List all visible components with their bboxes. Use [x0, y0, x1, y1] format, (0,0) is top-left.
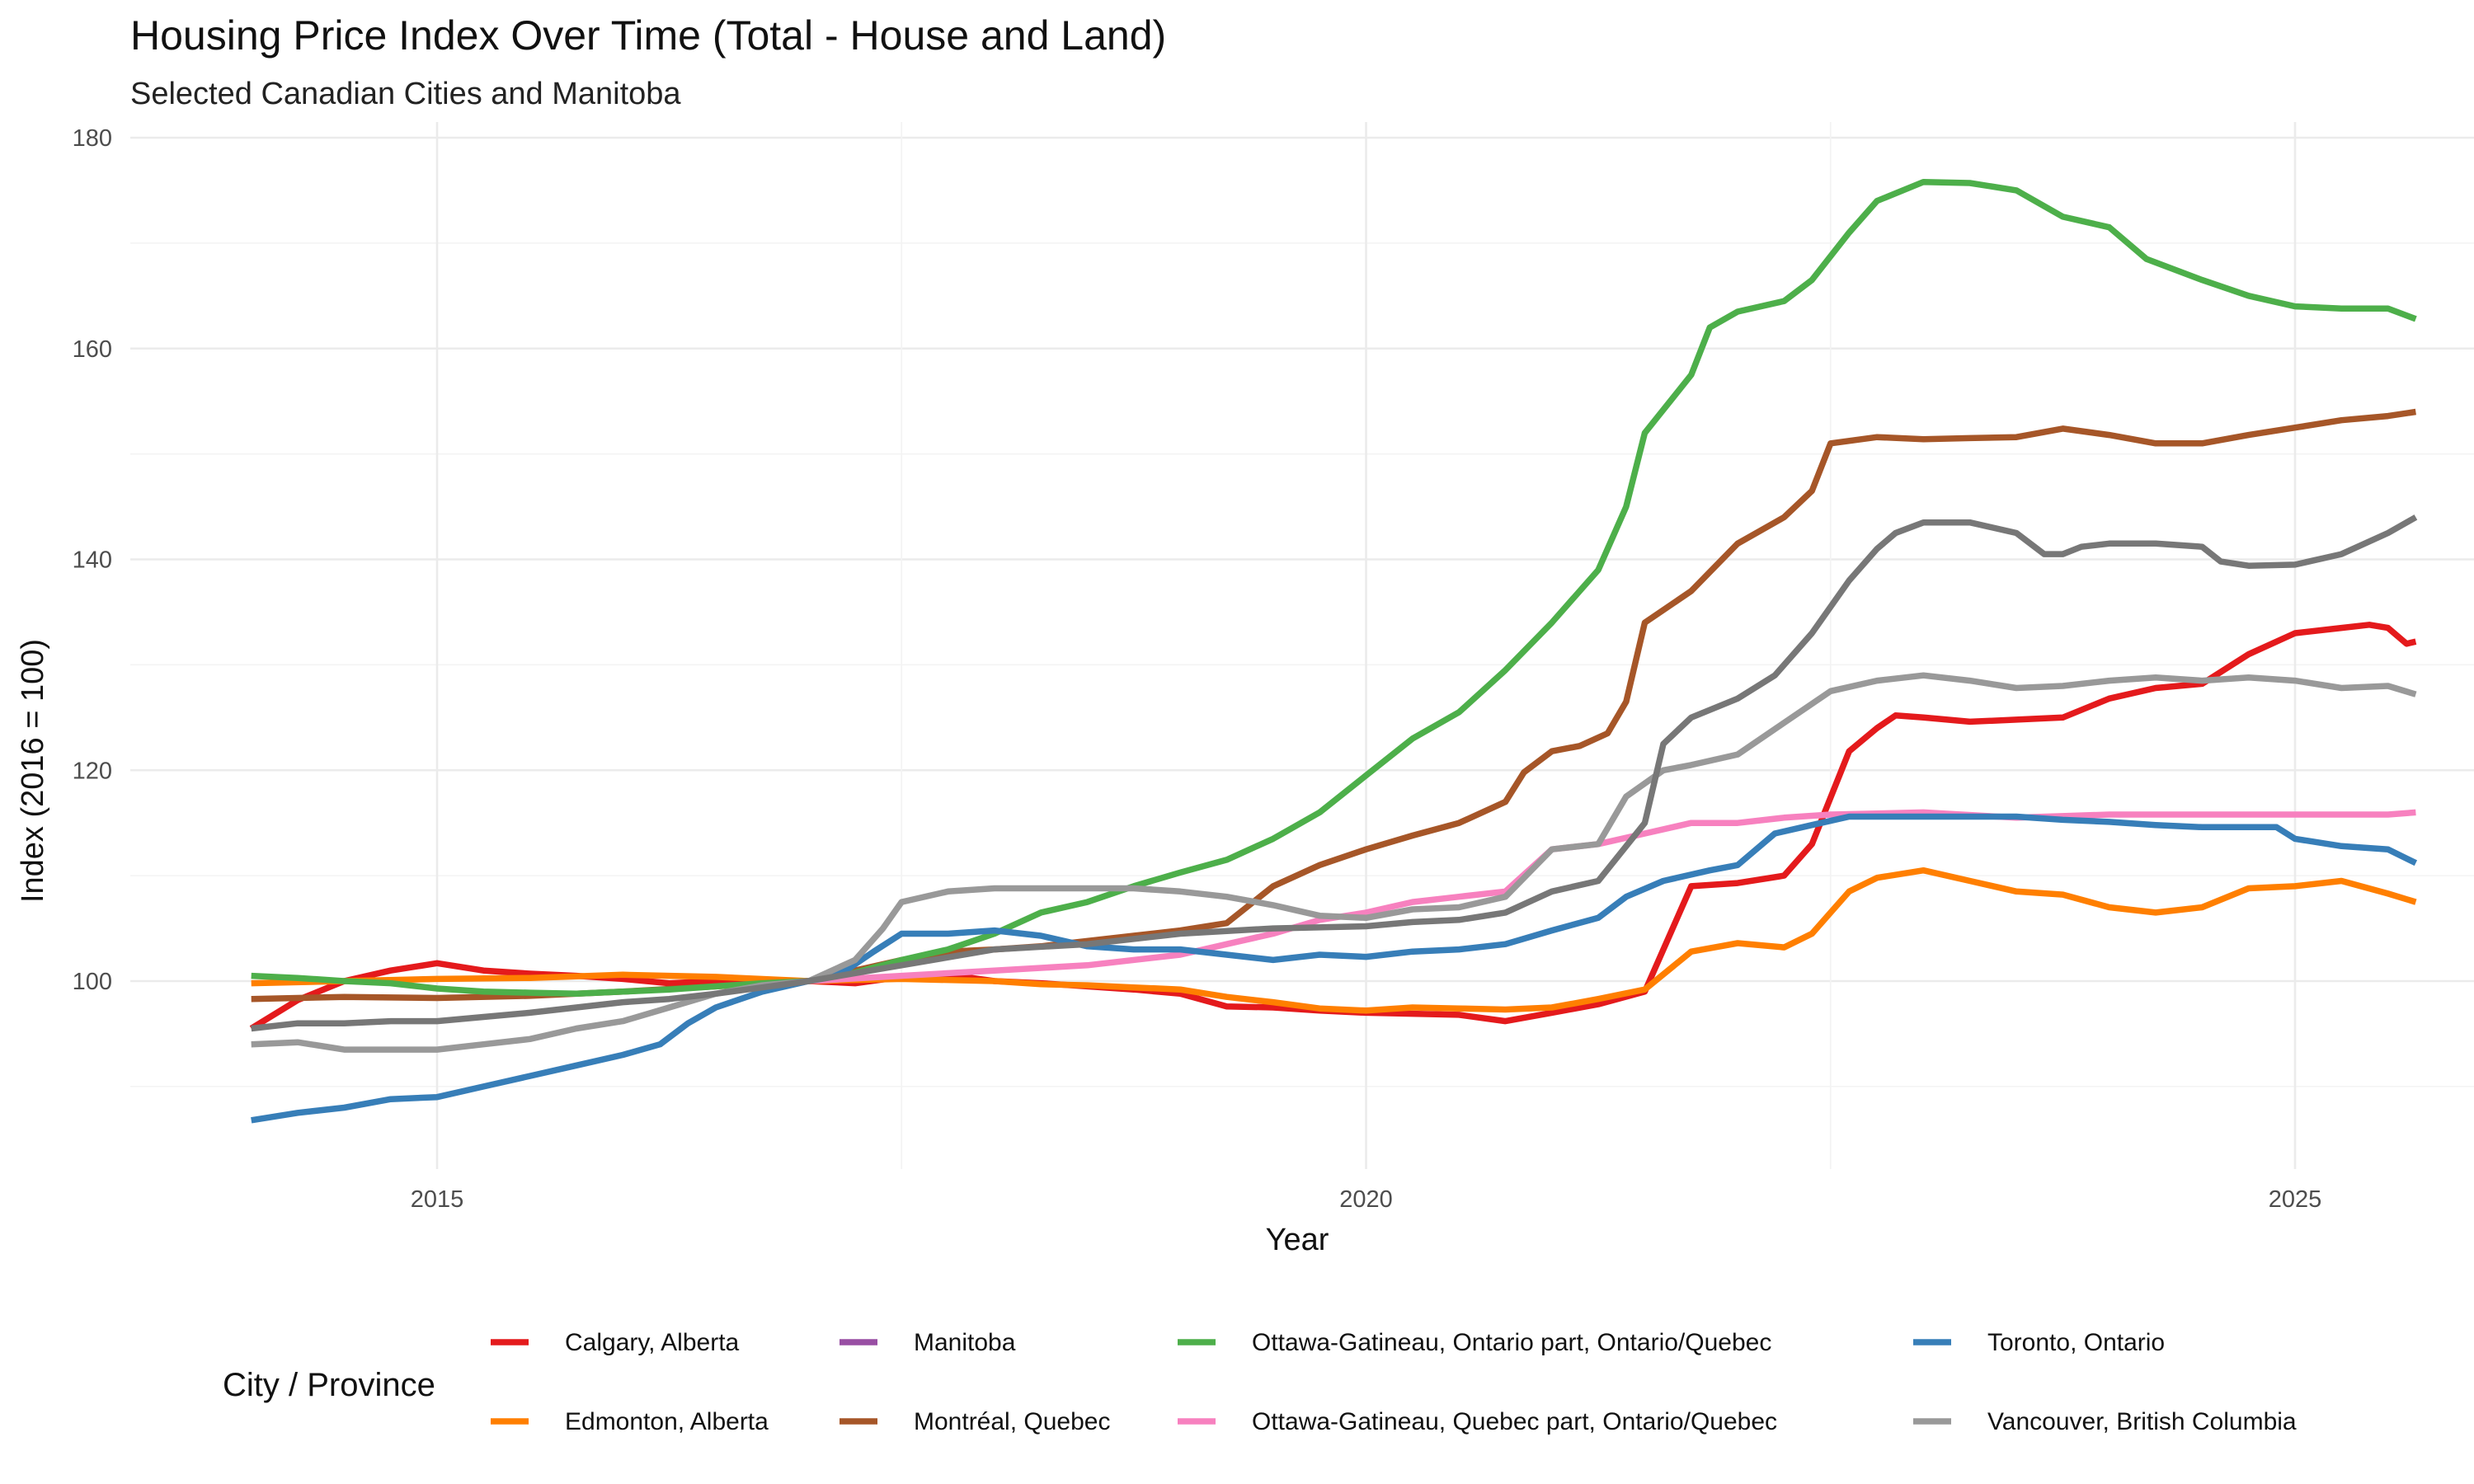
legend-label: Edmonton, Alberta [565, 1408, 769, 1435]
series-line-ottawa-gatineau-quebec-part-ontario-quebec [808, 809, 2416, 984]
x-tick-label: 2020 [1339, 1186, 1393, 1213]
legend-title: City / Province [223, 1367, 435, 1403]
series-line-ottawa-gatineau-ontario-part-ontario-quebec [251, 178, 2417, 998]
legend-item: Ottawa-Gatineau, Ontario part, Ontario/Q… [1178, 1329, 1771, 1356]
legend-item: Montréal, Quebec [840, 1408, 1110, 1435]
legend-item: Calgary, Alberta [491, 1329, 740, 1356]
y-tick-label: 140 [73, 547, 112, 574]
y-axis-ticks: 100 120 140 160 180 [73, 125, 112, 995]
series-lines [249, 178, 2418, 1124]
legend-item: Ottawa-Gatineau, Quebec part, Ontario/Qu… [1178, 1408, 1777, 1435]
y-tick-label: 100 [73, 969, 112, 995]
chart-subtitle: Selected Canadian Cities and Manitoba [130, 77, 681, 111]
legend-label: Manitoba [914, 1329, 1016, 1356]
legend-label: Ottawa-Gatineau, Ontario part, Ontario/Q… [1252, 1329, 1771, 1356]
legend-item: Manitoba [840, 1329, 1016, 1356]
legend-item: Vancouver, British Columbia [1913, 1408, 2297, 1435]
x-axis-title: Year [1266, 1223, 1329, 1257]
legend-items: Calgary, Alberta Edmonton, Alberta Manitob… [491, 1329, 2297, 1435]
y-tick-label: 180 [73, 125, 112, 152]
chart-title: Housing Price Index Over Time (Total - H… [130, 12, 1166, 59]
legend-label: Calgary, Alberta [565, 1329, 740, 1356]
y-tick-label: 160 [73, 336, 112, 363]
series-line-toronto-ontario [251, 813, 2418, 1124]
x-tick-label: 2025 [2269, 1186, 2322, 1213]
legend-label: Montréal, Quebec [914, 1408, 1110, 1435]
legend: City / Province Calgary, Alberta Edmonton… [223, 1329, 2297, 1435]
y-tick-label: 120 [73, 758, 112, 784]
series-line-calgary-alberta [249, 622, 2417, 1031]
x-axis-ticks: 2015 2020 2025 [411, 1186, 2322, 1213]
legend-label: Ottawa-Gatineau, Quebec part, Ontario/Qu… [1252, 1408, 1777, 1435]
series-line-unlabeled [251, 514, 2418, 1032]
legend-item: Edmonton, Alberta [491, 1408, 769, 1435]
series-line-edmonton-alberta [251, 866, 2417, 1014]
legend-label: Vancouver, British Columbia [1987, 1408, 2297, 1435]
series-line-vancouver-british-columbia [251, 672, 2417, 1053]
x-tick-label: 2015 [411, 1186, 464, 1213]
y-axis-title: Index (2016 = 100) [16, 639, 50, 903]
legend-item: Toronto, Ontario [1913, 1329, 2165, 1356]
legend-label: Toronto, Ontario [1987, 1329, 2165, 1356]
